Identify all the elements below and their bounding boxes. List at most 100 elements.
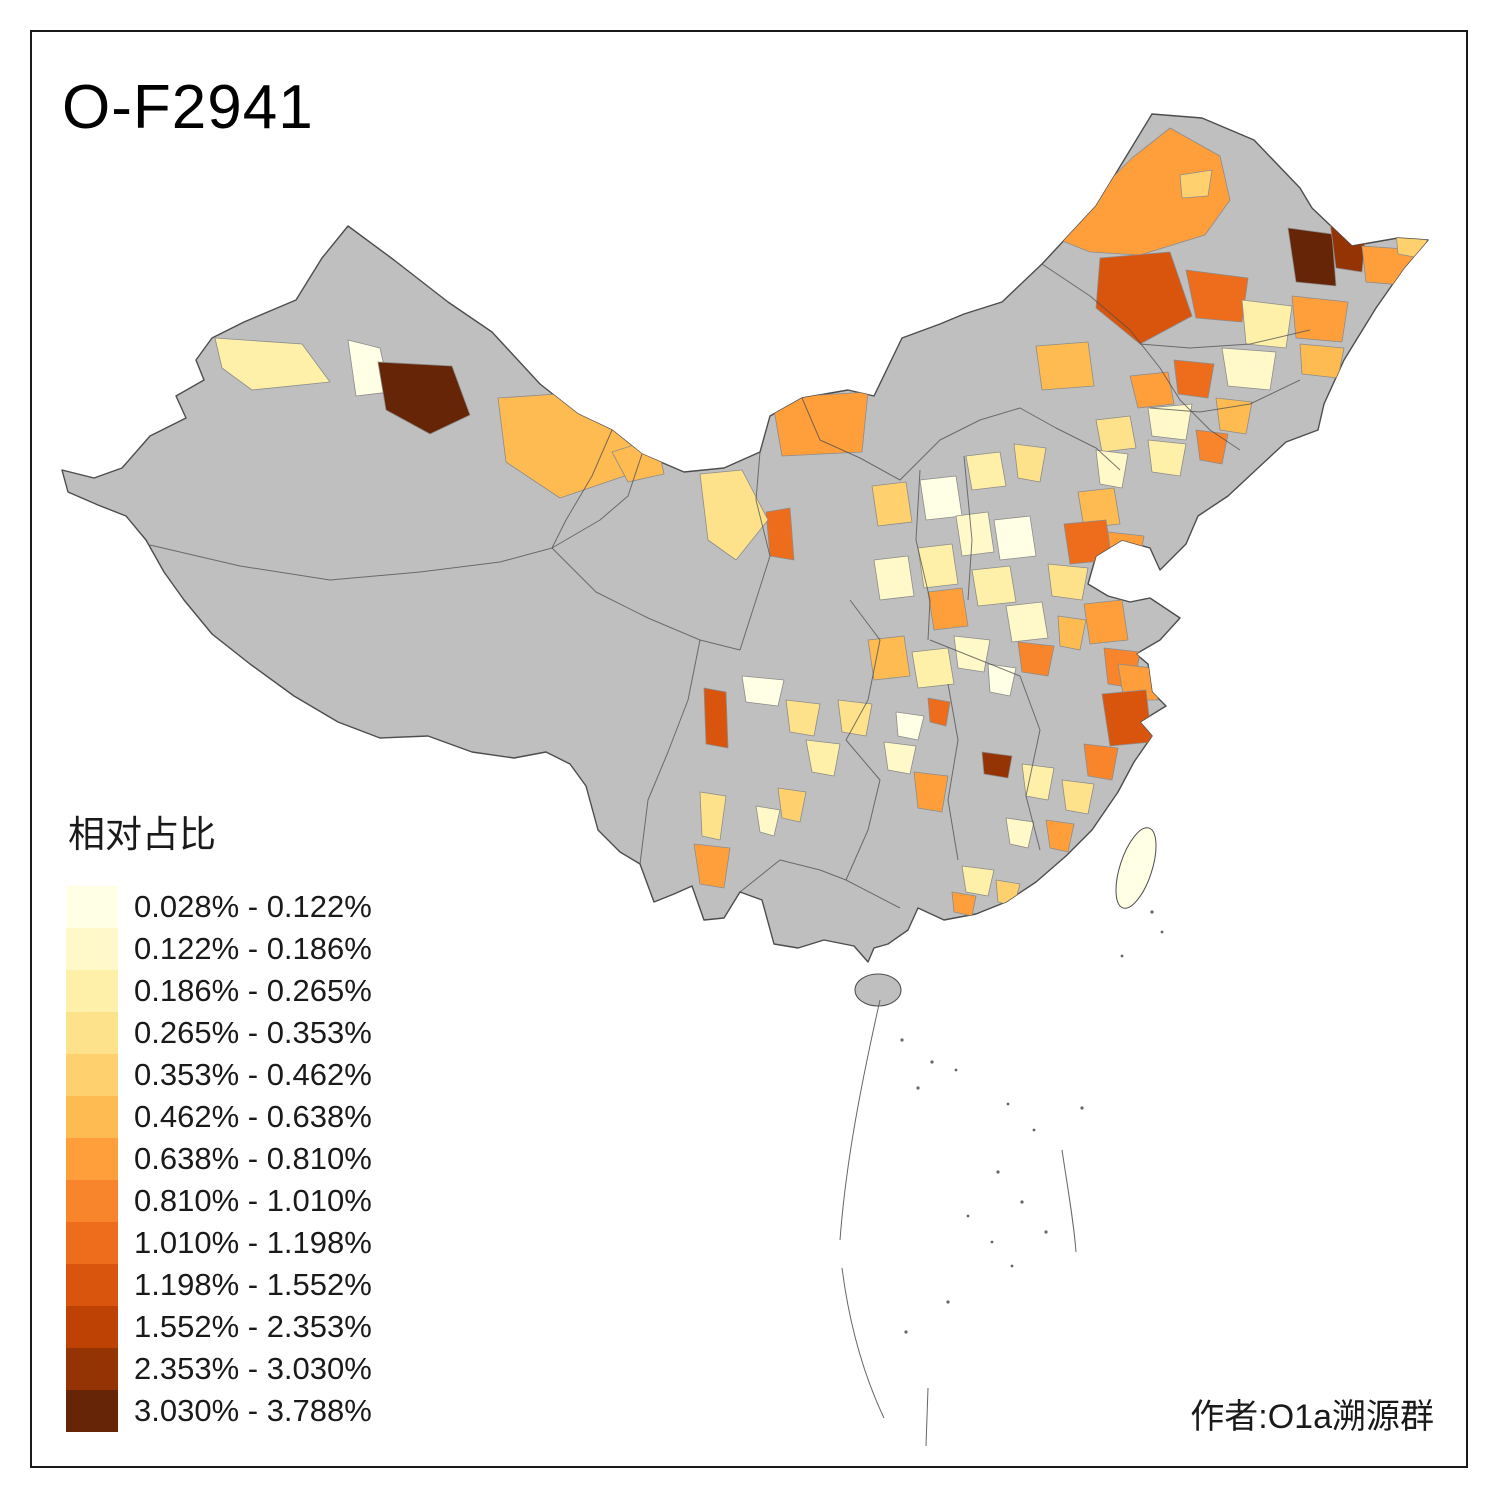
map-region <box>995 879 1021 907</box>
legend-entry: 2.353% - 3.030% <box>66 1348 372 1390</box>
map-region <box>837 699 873 737</box>
map-region <box>919 475 963 521</box>
map-region <box>1173 359 1215 399</box>
legend-entry: 0.462% - 0.638% <box>66 1096 372 1138</box>
map-region <box>1083 743 1119 781</box>
legend-entry: 3.030% - 3.788% <box>66 1390 372 1432</box>
legend-entry: 0.122% - 0.186% <box>66 928 372 970</box>
map-region <box>895 711 925 741</box>
map-region <box>1095 415 1137 453</box>
legend-entries: 0.028% - 0.122% 0.122% - 0.186% 0.186% -… <box>66 886 372 1432</box>
legend-swatch <box>66 1222 118 1264</box>
legend-swatch <box>66 1390 118 1432</box>
legend-label: 0.122% - 0.186% <box>134 931 372 966</box>
map-region <box>917 543 959 589</box>
map-region <box>755 805 781 837</box>
map-region <box>1147 403 1193 441</box>
map-region <box>927 587 969 631</box>
legend-label: 0.810% - 1.010% <box>134 1183 372 1218</box>
map-region <box>871 481 913 527</box>
map-region <box>1179 169 1213 199</box>
map-region <box>911 647 955 689</box>
map-region <box>1017 641 1055 677</box>
map-region <box>1147 439 1187 477</box>
map-region <box>699 791 727 841</box>
legend-entry: 1.552% - 2.353% <box>66 1306 372 1348</box>
hainan-island <box>854 973 902 1007</box>
legend-swatch <box>66 1180 118 1222</box>
map-region <box>1083 599 1129 645</box>
legend-swatch <box>66 1012 118 1054</box>
map-region <box>1095 449 1129 489</box>
legend-label: 0.462% - 0.638% <box>134 1099 372 1134</box>
map-region <box>951 891 977 917</box>
map-region <box>981 751 1013 779</box>
map-region <box>214 337 331 391</box>
map-region <box>993 515 1037 561</box>
map-region <box>377 361 471 435</box>
map-region <box>765 507 795 561</box>
map-region <box>1101 689 1153 747</box>
sea-islands <box>900 910 1164 1334</box>
legend-swatch <box>66 1054 118 1096</box>
map-region <box>953 635 991 673</box>
legend-entry: 0.810% - 1.010% <box>66 1180 372 1222</box>
map-region <box>1287 227 1337 287</box>
map-region <box>771 391 869 457</box>
map-region <box>785 699 821 737</box>
map-region <box>1395 231 1428 259</box>
legend-label: 0.028% - 0.122% <box>134 889 372 924</box>
map-region <box>805 739 841 777</box>
legend-entry: 0.353% - 0.462% <box>66 1054 372 1096</box>
plot-title: O-F2941 <box>62 73 314 142</box>
legend-title: 相对占比 <box>68 814 216 855</box>
map-region <box>867 635 911 681</box>
map-region <box>883 741 917 775</box>
map-region <box>1185 269 1249 323</box>
legend-entry: 0.186% - 0.265% <box>66 970 372 1012</box>
legend-entry: 0.265% - 0.353% <box>66 1012 372 1054</box>
map-region <box>955 511 995 557</box>
legend-entry: 0.028% - 0.122% <box>66 886 372 928</box>
legend-swatch <box>66 1138 118 1180</box>
map-region <box>1061 779 1095 815</box>
map-region <box>927 697 951 727</box>
legend-label: 1.198% - 1.552% <box>134 1267 372 1302</box>
taiwan-island <box>1115 827 1157 909</box>
map-region <box>1129 371 1175 409</box>
map-region <box>1045 819 1075 853</box>
legend-label: 0.186% - 0.265% <box>134 973 372 1008</box>
legend-label: 1.552% - 2.353% <box>134 1309 372 1344</box>
map-region <box>913 771 949 813</box>
map-region <box>873 555 915 601</box>
map-region <box>1107 531 1145 571</box>
map-region <box>1299 343 1345 379</box>
map-region <box>971 565 1017 607</box>
map-region <box>961 865 995 897</box>
map-region <box>1063 519 1113 565</box>
legend-label: 0.638% - 0.810% <box>134 1141 372 1176</box>
map-region <box>703 687 729 749</box>
map-region <box>1077 487 1121 529</box>
map-region <box>1057 615 1087 651</box>
map-region <box>699 469 769 561</box>
map-region <box>1195 429 1229 465</box>
legend: 相对占比 0.028% - 0.122% 0.122% - 0.186% 0.1… <box>66 804 372 1432</box>
map-region <box>1117 663 1159 701</box>
south-china-sea-lines <box>839 999 1077 1447</box>
map-region <box>1047 563 1089 601</box>
legend-swatch <box>66 1306 118 1348</box>
legend-label: 0.353% - 0.462% <box>134 1057 372 1092</box>
map-region <box>1005 817 1035 849</box>
map-region <box>1035 341 1095 391</box>
map-region <box>1221 347 1277 391</box>
legend-label: 3.030% - 3.788% <box>134 1393 372 1428</box>
province-borders <box>149 263 1311 909</box>
legend-swatch <box>66 1264 118 1306</box>
map-region <box>1291 295 1349 343</box>
map-region <box>965 451 1007 491</box>
map-region <box>1021 763 1055 801</box>
map-region <box>741 675 785 707</box>
attribution: 作者:O1a溯源群 <box>1190 1398 1434 1436</box>
